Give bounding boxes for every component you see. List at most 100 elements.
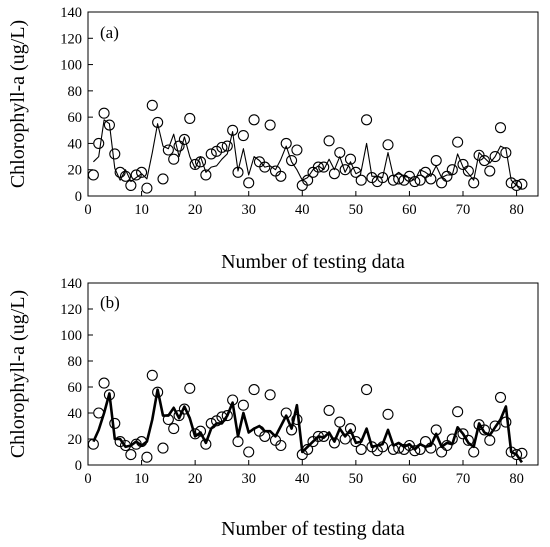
- observed-point: [344, 423, 357, 435]
- observed-point: [516, 178, 528, 190]
- predicted-line: [93, 119, 523, 189]
- observed-point: [291, 144, 303, 156]
- observed-point: [178, 403, 190, 415]
- x-tick-label: 30: [241, 471, 256, 487]
- y-tick-label: 80: [68, 354, 83, 370]
- panel-label-b: (b): [100, 293, 120, 312]
- observed-point: [93, 137, 105, 149]
- observed-point: [232, 436, 244, 448]
- observed-point: [152, 386, 164, 398]
- observed-point: [425, 173, 437, 185]
- observed-point: [489, 151, 501, 163]
- x-tick-label: 80: [509, 471, 524, 487]
- observed-point: [334, 416, 346, 428]
- observed-point: [141, 182, 153, 194]
- observed-point: [328, 437, 340, 449]
- observed-point: [141, 451, 153, 463]
- x-tick-label: 40: [295, 471, 310, 487]
- panel-b: Chlorophyll-a (ug/L) Number of testing d…: [7, 276, 539, 540]
- observed-point: [146, 369, 158, 381]
- observed-point: [484, 434, 496, 446]
- observed-point: [109, 148, 121, 160]
- observed-point: [125, 449, 137, 461]
- panel-a: Chlorophyll-a (ug/L) Number of testing d…: [7, 5, 539, 273]
- observed-point: [157, 442, 169, 454]
- x-tick-label: 20: [188, 471, 203, 487]
- observed-point: [87, 169, 99, 181]
- observed-point: [205, 148, 217, 160]
- observed-point: [355, 174, 367, 186]
- y-tick-label: 0: [75, 458, 82, 474]
- x-tick-label: 60: [402, 471, 417, 487]
- y-tick-label: 140: [60, 5, 82, 21]
- observed-point: [382, 408, 394, 420]
- observed-point: [344, 153, 357, 165]
- observed-point: [361, 384, 373, 396]
- observed-point: [162, 144, 174, 156]
- y-tick-label: 40: [68, 406, 83, 422]
- observed-point: [200, 438, 212, 450]
- observed-point: [462, 434, 474, 446]
- observed-point: [275, 439, 287, 452]
- observed-point: [286, 154, 298, 167]
- observed-point: [98, 107, 110, 119]
- observed-point: [323, 135, 335, 147]
- observed-point: [478, 154, 490, 167]
- x-axis-label-a: Number of testing data: [221, 251, 405, 273]
- y-tick-label: 120: [60, 302, 82, 318]
- observed-point: [264, 389, 276, 401]
- observed-point: [478, 424, 490, 436]
- observed-point: [339, 164, 351, 176]
- plot-frame: [87, 11, 539, 197]
- x-tick-label: 60: [402, 202, 417, 218]
- observed-point: [248, 114, 260, 126]
- observed-point: [516, 447, 528, 459]
- observed-point: [441, 170, 453, 182]
- observed-point: [275, 170, 287, 182]
- observed-point: [243, 446, 255, 458]
- x-tick-label: 10: [134, 202, 149, 218]
- observed-point: [350, 166, 362, 178]
- observed-point: [119, 170, 132, 182]
- x-axis-label-b: Number of testing data: [221, 518, 405, 540]
- observed-point: [152, 116, 164, 128]
- panel-label-a: (a): [100, 23, 119, 42]
- plot-frame: [87, 282, 539, 466]
- observed-point: [436, 177, 448, 189]
- y-axis-label-b: Chlorophyll-a (ug/L): [7, 290, 29, 458]
- observed-point: [194, 425, 207, 437]
- observed-point: [216, 141, 228, 153]
- observed-point: [264, 119, 276, 131]
- x-tick-label: 70: [456, 471, 471, 487]
- observed-point: [146, 99, 158, 111]
- observed-point: [339, 433, 351, 445]
- observed-point: [312, 161, 324, 173]
- x-tick-label: 0: [84, 471, 91, 487]
- observed-point: [377, 172, 389, 184]
- y-tick-label: 20: [68, 432, 83, 448]
- observed-point: [323, 404, 335, 416]
- observed-point: [184, 382, 196, 394]
- observed-point: [318, 161, 330, 173]
- observed-point: [409, 175, 421, 188]
- observed-point: [136, 166, 148, 178]
- y-tick-label: 20: [68, 163, 83, 179]
- observed-point: [484, 165, 496, 177]
- observed-point: [157, 173, 169, 185]
- y-tick-label: 60: [68, 110, 83, 126]
- observed-point: [189, 158, 201, 171]
- observed-point: [500, 147, 512, 159]
- observed-point: [489, 420, 501, 432]
- x-tick-label: 50: [349, 202, 364, 218]
- observed-point: [173, 140, 185, 152]
- observed-point: [393, 173, 405, 185]
- y-tick-label: 80: [68, 84, 83, 100]
- predicted-line: [92, 388, 523, 464]
- observed-point: [296, 179, 308, 192]
- x-tick-label: 20: [188, 202, 203, 218]
- observed-point: [468, 446, 480, 458]
- observed-point: [452, 136, 464, 148]
- observed-point: [511, 179, 523, 192]
- observed-point: [243, 177, 255, 189]
